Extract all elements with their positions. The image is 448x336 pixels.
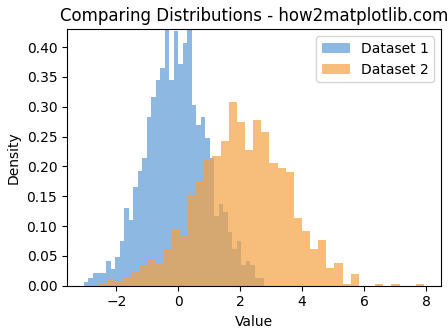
Bar: [351, 275, 359, 286]
Bar: [164, 250, 172, 286]
Bar: [125, 208, 129, 286]
Bar: [253, 120, 261, 286]
Bar: [139, 265, 147, 286]
Bar: [123, 277, 131, 286]
Bar: [237, 241, 241, 286]
Bar: [160, 68, 165, 286]
Bar: [277, 168, 286, 286]
Bar: [98, 274, 102, 286]
Bar: [219, 204, 223, 286]
Bar: [156, 80, 160, 286]
Bar: [232, 249, 237, 286]
Bar: [241, 265, 246, 286]
Bar: [212, 157, 220, 286]
Bar: [183, 43, 187, 286]
Bar: [172, 229, 180, 286]
Bar: [335, 263, 343, 286]
Bar: [245, 150, 253, 286]
Bar: [204, 159, 212, 286]
Bar: [269, 163, 277, 286]
Bar: [192, 105, 196, 286]
Bar: [220, 140, 228, 286]
Bar: [93, 274, 98, 286]
Bar: [142, 158, 147, 286]
Bar: [255, 278, 259, 286]
Bar: [259, 278, 264, 286]
Bar: [102, 274, 107, 286]
Bar: [99, 284, 107, 286]
Bar: [196, 125, 201, 286]
Bar: [129, 220, 134, 286]
Bar: [392, 284, 400, 286]
Bar: [187, 23, 192, 286]
Bar: [343, 284, 351, 286]
Bar: [318, 241, 326, 286]
Bar: [375, 284, 383, 286]
Bar: [210, 158, 214, 286]
Bar: [223, 212, 228, 286]
Bar: [326, 268, 335, 286]
Bar: [310, 250, 318, 286]
Bar: [84, 282, 88, 286]
Bar: [188, 195, 196, 286]
Bar: [201, 117, 205, 286]
Bar: [250, 265, 255, 286]
Bar: [134, 187, 138, 286]
Title: Comparing Distributions - how2matplotlib.com: Comparing Distributions - how2matplotlib…: [60, 7, 448, 25]
Bar: [416, 284, 424, 286]
Bar: [147, 259, 155, 286]
Bar: [261, 131, 269, 286]
Bar: [214, 216, 219, 286]
X-axis label: Value: Value: [235, 315, 273, 329]
Bar: [165, 23, 169, 286]
Bar: [228, 102, 237, 286]
Bar: [111, 269, 116, 286]
Bar: [205, 138, 210, 286]
Bar: [115, 281, 123, 286]
Bar: [116, 257, 120, 286]
Bar: [169, 80, 174, 286]
Bar: [246, 261, 250, 286]
Bar: [174, 31, 178, 286]
Bar: [88, 278, 93, 286]
Bar: [196, 181, 204, 286]
Bar: [286, 172, 294, 286]
Bar: [107, 261, 111, 286]
Bar: [178, 64, 183, 286]
Bar: [302, 231, 310, 286]
Bar: [120, 241, 125, 286]
Legend: Dataset 1, Dataset 2: Dataset 1, Dataset 2: [316, 36, 434, 82]
Y-axis label: Density: Density: [7, 131, 21, 184]
Bar: [151, 97, 156, 286]
Bar: [107, 279, 115, 286]
Bar: [228, 233, 232, 286]
Bar: [294, 218, 302, 286]
Bar: [131, 272, 139, 286]
Bar: [147, 117, 151, 286]
Bar: [138, 171, 142, 286]
Bar: [237, 122, 245, 286]
Bar: [180, 236, 188, 286]
Bar: [155, 263, 164, 286]
